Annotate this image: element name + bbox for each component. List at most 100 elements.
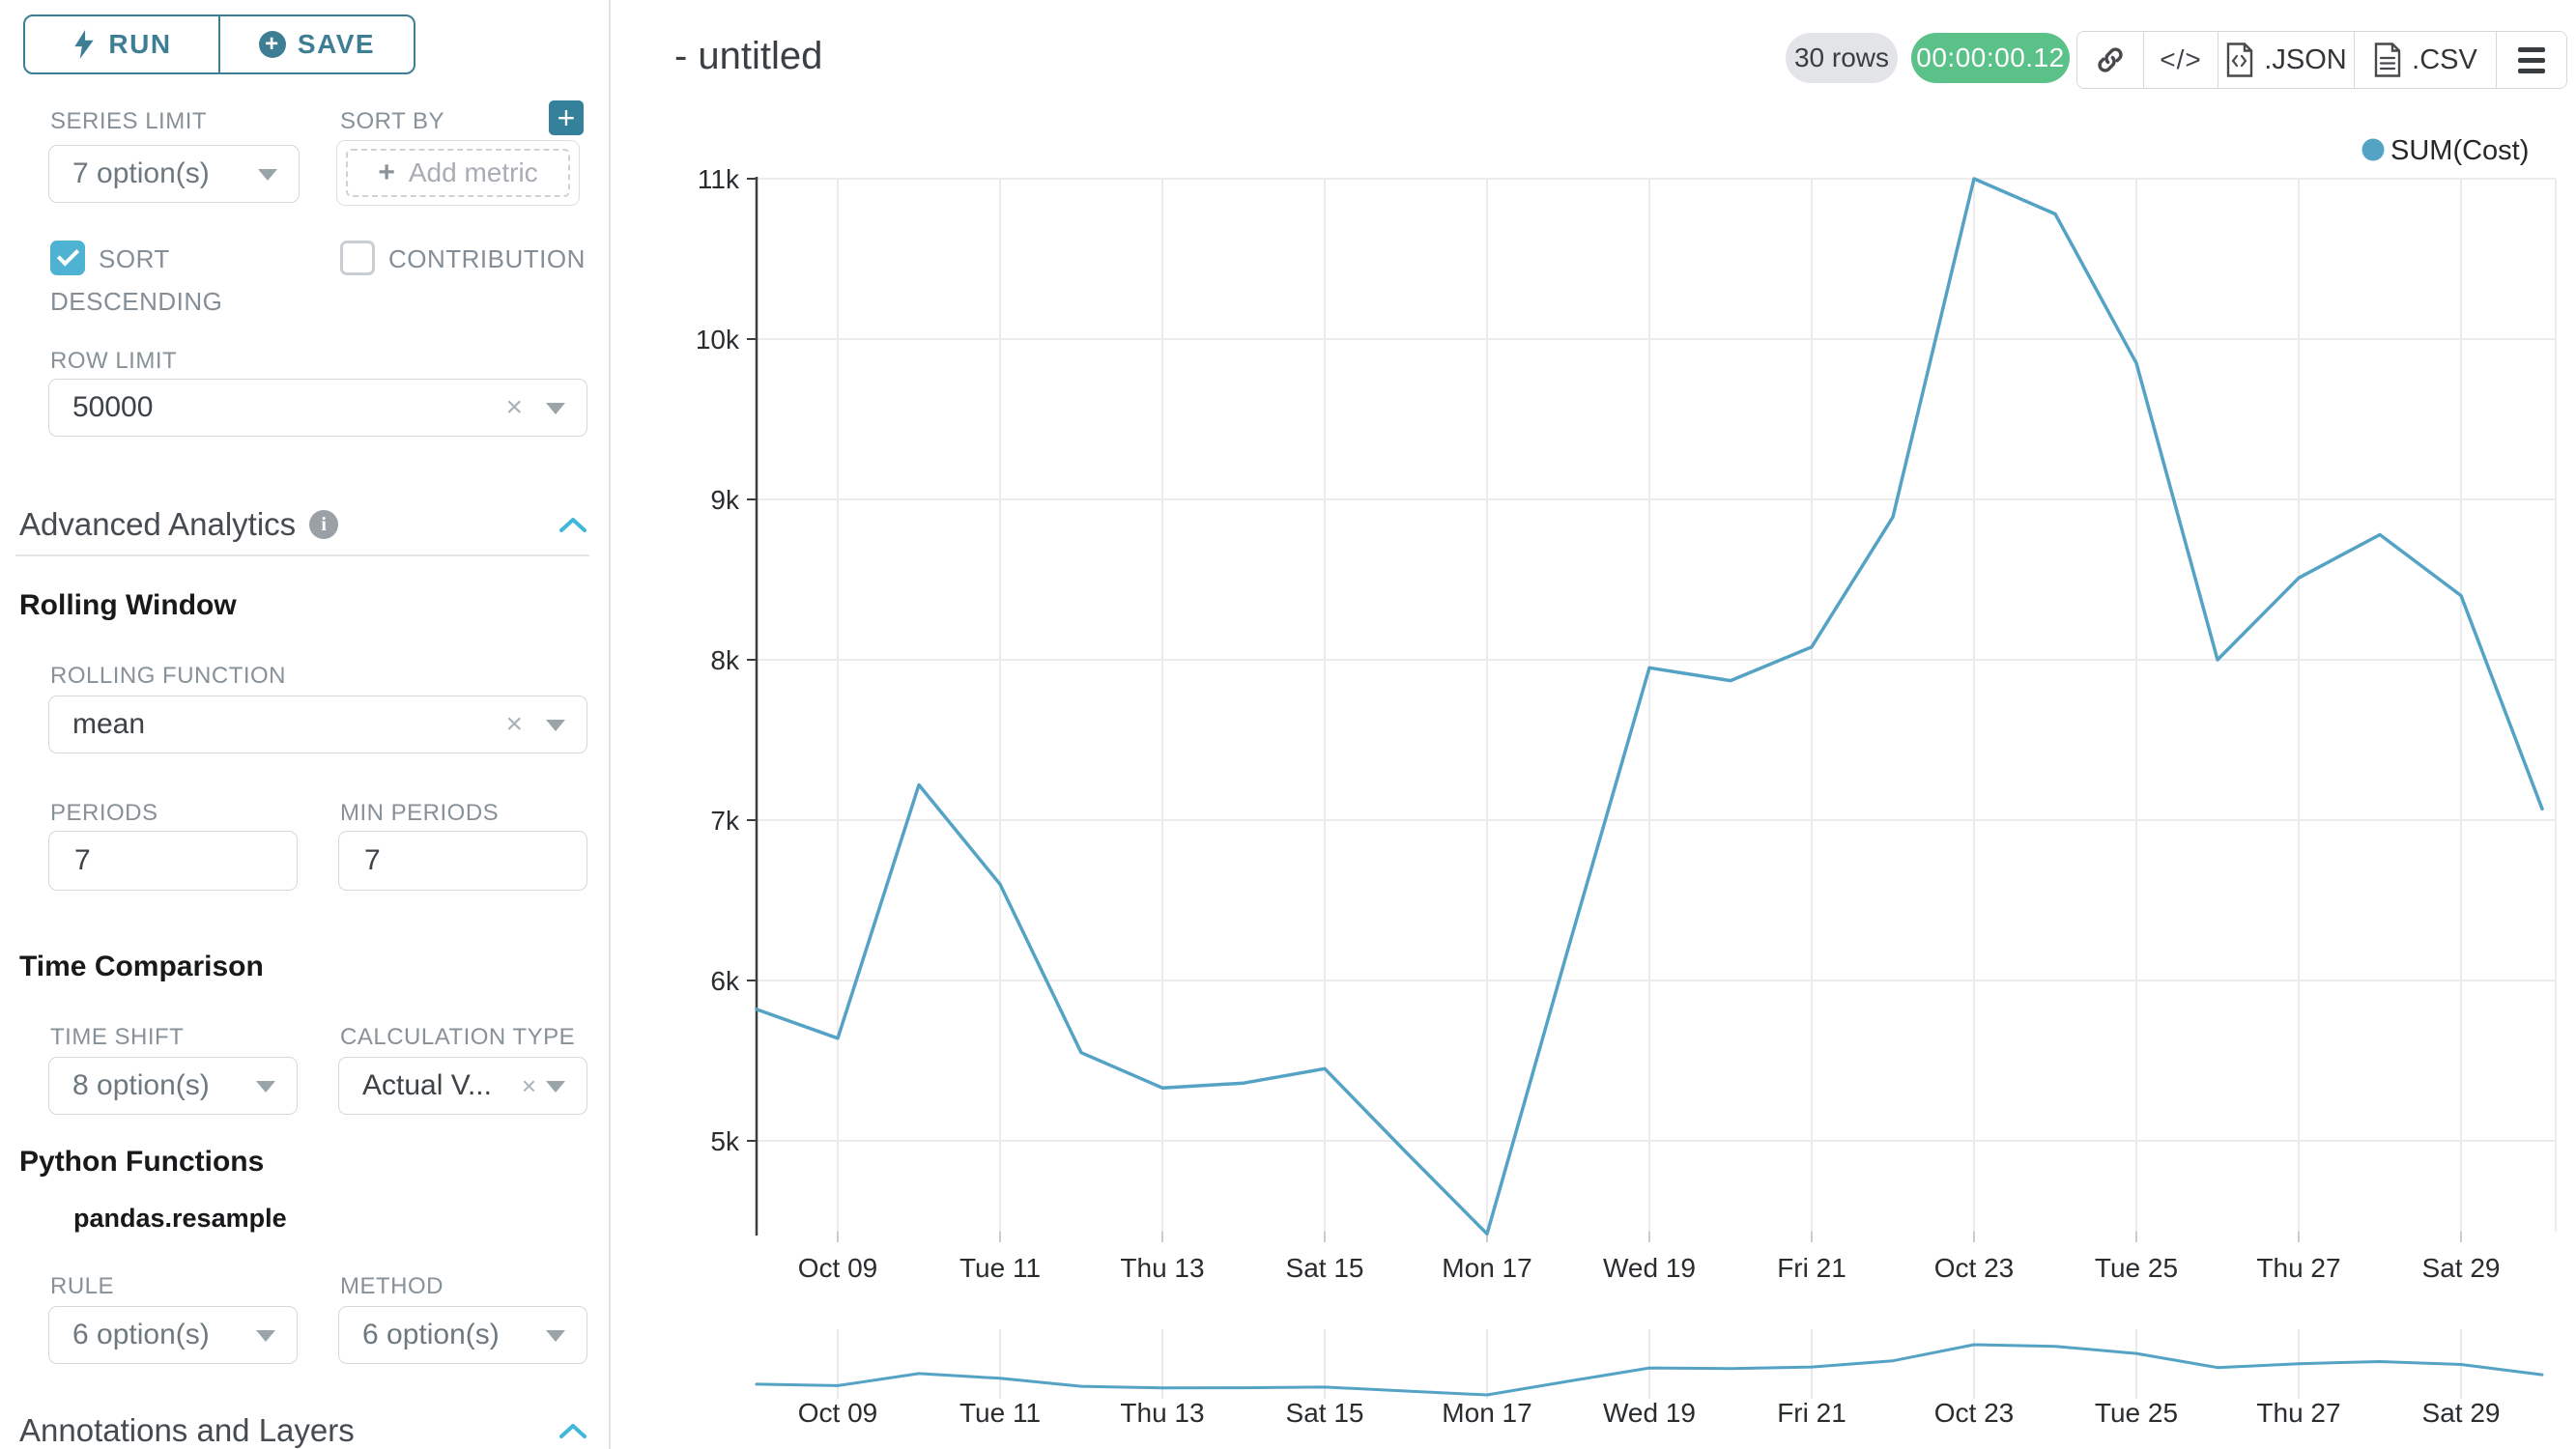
time-shift-label: TIME SHIFT bbox=[50, 1024, 185, 1050]
y-tick-label: 7k bbox=[710, 806, 740, 836]
python-functions-title: Python Functions bbox=[19, 1146, 265, 1178]
sort-descending-field: SORT DESCENDING bbox=[50, 238, 292, 323]
series-limit-value: 7 option(s) bbox=[72, 157, 210, 189]
sort-by-label: SORT BY bbox=[340, 108, 444, 134]
chevron-down-icon bbox=[546, 403, 565, 414]
x-tick-label: Tue 25 bbox=[2095, 1253, 2178, 1283]
x-tick-label: Oct 09 bbox=[798, 1253, 877, 1283]
json-file-icon bbox=[2227, 43, 2253, 77]
calculation-type-value: Actual V... bbox=[362, 1069, 492, 1101]
rolling-function-value: mean bbox=[72, 708, 146, 740]
sort-descending-checkbox[interactable] bbox=[50, 241, 85, 275]
time-shift-select[interactable]: 8 option(s) bbox=[48, 1057, 298, 1115]
row-count-badge: 30 rows bbox=[1786, 33, 1898, 83]
series-limit-select[interactable]: 7 option(s) bbox=[48, 145, 300, 203]
control-panel: RUN + SAVE SERIES LIMIT SORT BY + 7 opti… bbox=[0, 0, 611, 1449]
export-toolbar: </> .JSON .CSV bbox=[2076, 31, 2567, 89]
hamburger-icon bbox=[2518, 46, 2545, 73]
more-options-button[interactable] bbox=[2497, 32, 2566, 88]
run-label: RUN bbox=[108, 29, 172, 59]
row-limit-label: ROW LIMIT bbox=[50, 348, 178, 374]
export-csv-button[interactable]: .CSV bbox=[2355, 32, 2497, 88]
mini-x-tick-label: Oct 09 bbox=[798, 1398, 877, 1428]
mini-x-tick-label: Tue 11 bbox=[959, 1398, 1041, 1428]
advanced-analytics-header[interactable]: Advanced Analytics i bbox=[19, 506, 339, 543]
chevron-down-icon bbox=[256, 1081, 275, 1093]
mini-x-tick-label: Mon 17 bbox=[1442, 1398, 1531, 1428]
legend-dot bbox=[2361, 138, 2385, 161]
y-tick-label: 5k bbox=[710, 1126, 740, 1156]
plus-icon: + bbox=[378, 156, 395, 188]
collapse-chevron-icon[interactable] bbox=[558, 516, 587, 533]
add-sort-metric-button[interactable]: + bbox=[549, 100, 584, 135]
run-save-group: RUN + SAVE bbox=[23, 14, 415, 74]
mini-x-tick-label: Sat 29 bbox=[2422, 1398, 2501, 1428]
csv-file-icon bbox=[2374, 43, 2401, 77]
run-button[interactable]: RUN bbox=[25, 16, 220, 72]
chevron-down-icon bbox=[258, 169, 277, 181]
calculation-type-label: CALCULATION TYPE bbox=[340, 1024, 576, 1050]
x-tick-label: Thu 27 bbox=[2256, 1253, 2340, 1283]
row-limit-value: 50000 bbox=[72, 391, 154, 423]
periods-value: 7 bbox=[74, 844, 91, 876]
method-select[interactable]: 6 option(s) bbox=[338, 1306, 587, 1364]
annotations-header[interactable]: Annotations and Layers bbox=[19, 1412, 355, 1449]
periods-label: PERIODS bbox=[50, 800, 158, 826]
mini-x-tick-label: Sat 15 bbox=[1286, 1398, 1364, 1428]
chevron-down-icon bbox=[546, 720, 565, 731]
export-json-label: .JSON bbox=[2264, 43, 2347, 75]
mini-x-tick-label: Fri 21 bbox=[1777, 1398, 1846, 1428]
rule-select[interactable]: 6 option(s) bbox=[48, 1306, 298, 1364]
link-icon bbox=[2098, 47, 2123, 72]
mini-x-tick-label: Thu 13 bbox=[1120, 1398, 1204, 1428]
min-periods-value: 7 bbox=[364, 844, 381, 876]
method-label: METHOD bbox=[340, 1273, 444, 1299]
row-limit-select[interactable]: 50000 × bbox=[48, 379, 587, 437]
clear-icon[interactable]: × bbox=[521, 1071, 536, 1100]
min-periods-input[interactable]: 7 bbox=[338, 831, 587, 891]
y-tick-label: 9k bbox=[710, 485, 740, 515]
y-tick-label: 8k bbox=[710, 645, 740, 675]
contribution-checkbox[interactable] bbox=[340, 241, 375, 275]
mini-x-tick-label: Oct 23 bbox=[1934, 1398, 2014, 1428]
query-timer-badge: 00:00:00.12 bbox=[1911, 33, 2070, 83]
x-tick-label: Tue 11 bbox=[959, 1253, 1041, 1283]
save-button[interactable]: + SAVE bbox=[220, 16, 414, 72]
add-metric-placeholder: Add metric bbox=[408, 157, 538, 187]
min-periods-label: MIN PERIODS bbox=[340, 800, 500, 826]
info-icon: i bbox=[309, 510, 339, 539]
export-csv-label: .CSV bbox=[2412, 43, 2477, 75]
y-tick-label: 6k bbox=[710, 966, 740, 996]
mini-x-tick-label: Tue 25 bbox=[2095, 1398, 2178, 1428]
calculation-type-select[interactable]: Actual V... × bbox=[338, 1057, 587, 1115]
contribution-field: CONTRIBUTION bbox=[340, 238, 601, 280]
export-json-button[interactable]: .JSON bbox=[2218, 32, 2355, 88]
sort-by-add-metric[interactable]: + Add metric bbox=[336, 140, 580, 206]
contribution-label: CONTRIBUTION bbox=[388, 244, 586, 273]
periods-input[interactable]: 7 bbox=[48, 831, 298, 891]
x-tick-label: Mon 17 bbox=[1442, 1253, 1531, 1283]
rolling-function-label: ROLLING FUNCTION bbox=[50, 663, 287, 689]
add-metric-dashed-box: + Add metric bbox=[346, 149, 570, 197]
legend-label: SUM(Cost) bbox=[2390, 135, 2529, 166]
y-tick-label: 10k bbox=[696, 325, 740, 355]
clear-icon[interactable]: × bbox=[505, 708, 523, 740]
clear-icon[interactable]: × bbox=[505, 391, 523, 423]
collapse-chevron-icon[interactable] bbox=[558, 1422, 587, 1439]
method-value: 6 option(s) bbox=[362, 1319, 500, 1350]
mini-x-tick-label: Wed 19 bbox=[1603, 1398, 1696, 1428]
x-tick-label: Wed 19 bbox=[1603, 1253, 1696, 1283]
lightning-icon bbox=[74, 30, 95, 59]
save-label: SAVE bbox=[297, 29, 376, 59]
view-query-button[interactable]: </> bbox=[2144, 32, 2218, 88]
advanced-analytics-title: Advanced Analytics bbox=[19, 506, 297, 542]
x-tick-label: Oct 23 bbox=[1934, 1253, 2014, 1283]
rule-value: 6 option(s) bbox=[72, 1319, 210, 1350]
rolling-function-select[interactable]: mean × bbox=[48, 696, 587, 753]
share-link-button[interactable] bbox=[2077, 32, 2144, 88]
chart-title[interactable]: - untitled bbox=[674, 35, 823, 77]
section-divider bbox=[15, 554, 589, 556]
y-tick-label: 11k bbox=[698, 164, 740, 194]
